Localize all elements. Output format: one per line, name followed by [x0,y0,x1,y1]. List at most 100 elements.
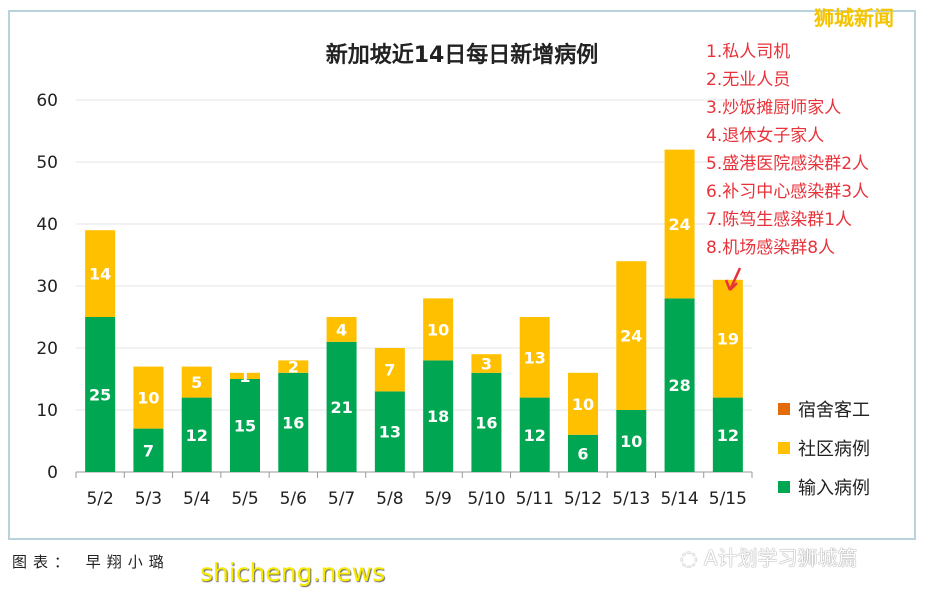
bar-segment [230,379,260,472]
bar-segment [423,298,454,361]
watermark-text: A计划学习狮城篇 [703,546,858,570]
bar-segment [374,391,405,472]
data-label: 7 [384,361,395,380]
data-label: 6 [577,444,588,463]
bar-segment [133,366,164,429]
data-label: 3 [481,355,492,374]
bar-segment [616,261,647,410]
data-label: 7 [143,441,154,460]
annotation-item: 7.陈笃生感染群1人 [706,210,853,230]
legend-label: 社区病例 [798,439,870,460]
bar-segment [326,317,357,342]
x-tick-label: 5/5 [231,489,258,509]
data-label: 4 [336,320,347,339]
data-label: 15 [234,417,256,436]
annotation-item: 3.炒饭摊厨师家人 [706,98,842,118]
data-label: 24 [620,327,642,346]
annotation-list: 1.私人司机 2.无业人员 3.炒饭摊厨师家人 4.退休女子家人 5.盛港医院感… [706,38,869,262]
data-label: 14 [89,265,111,284]
bar-segment [712,279,743,398]
watermark-bottom-left: shicheng.news [200,558,386,587]
y-tick-label: 10 [36,401,58,421]
data-label: 28 [668,376,690,395]
x-tick-label: 5/6 [280,489,307,509]
bar-segment [85,230,116,317]
chart-credit: 图表： 早翔小璐 [12,553,170,571]
bar-segment [616,410,647,472]
bar-segment [374,348,405,392]
x-tick-label: 5/3 [135,489,162,509]
bar-segment [471,354,502,373]
bar-segment [568,434,598,472]
bar-segment [664,298,695,472]
bar-segment [278,372,309,472]
bar-segment [278,360,309,373]
bar-segment [664,149,695,299]
watermark-bottom-right: ◌ A计划学习狮城篇 [680,545,858,571]
bar-segment [568,372,598,435]
bar-segment [181,397,212,472]
annotation-item: 6.补习中心感染群3人 [706,182,870,202]
data-label: 12 [717,426,739,445]
bar-segment [471,372,502,472]
legend-swatch [778,442,790,454]
legend-swatch [778,481,790,493]
arrow-icon [724,267,742,291]
x-tick-label: 5/11 [516,489,554,509]
y-tick-label: 20 [36,339,58,359]
bar-segment [519,397,550,472]
data-label: 10 [572,395,594,414]
x-tick-label: 5/2 [86,489,113,509]
data-label: 12 [186,426,208,445]
bar-segment [423,360,454,472]
y-tick-label: 60 [36,91,58,111]
data-label: 12 [524,426,546,445]
data-label: 13 [379,423,401,442]
watermark-top: 狮城新闻 [814,6,894,30]
data-label: 10 [137,389,159,408]
data-label: 24 [668,215,690,234]
data-label: 21 [330,398,352,417]
data-label: 16 [282,413,304,432]
bar-segment [712,397,743,472]
bar-segment [133,428,164,472]
y-tick-label: 30 [36,277,58,297]
annotation-item: 8.机场感染群8人 [706,238,836,258]
data-label: 18 [427,407,449,426]
x-tick-label: 5/4 [183,489,210,509]
data-label: 25 [89,386,111,405]
bar-segment [85,317,116,472]
data-label: 13 [524,348,546,367]
bar-segment [519,317,550,398]
annotation-item: 5.盛港医院感染群2人 [706,154,870,174]
data-label: 16 [475,413,497,432]
x-tick-label: 5/8 [376,489,403,509]
y-tick-label: 40 [36,215,58,235]
legend-label: 输入病例 [798,478,870,499]
x-tick-label: 5/7 [328,489,355,509]
bar-segment [326,341,357,472]
data-label: 1 [239,367,250,386]
data-label: 10 [620,432,642,451]
data-label: 19 [717,330,739,349]
x-tick-label: 5/9 [424,489,451,509]
x-tick-label: 5/12 [564,489,602,509]
bar-segment [181,366,212,398]
legend-label: 宿舍客工 [798,400,870,421]
data-label: 2 [288,358,299,377]
data-label: 5 [191,373,202,392]
x-tick-label: 5/15 [709,489,747,509]
chart-title: 新加坡近14日每日新增病例 [326,42,599,68]
data-label: 10 [427,320,449,339]
wechat-icon: ◌ [680,546,698,570]
bar-segment [230,372,260,379]
x-tick-label: 5/13 [612,489,650,509]
annotation-item: 2.无业人员 [706,70,791,90]
annotation-item: 1.私人司机 [706,42,791,62]
legend-swatch [778,403,790,415]
y-tick-label: 0 [47,463,58,483]
annotation-item: 4.退休女子家人 [706,126,825,146]
x-tick-label: 5/10 [467,489,505,509]
x-tick-label: 5/14 [660,489,698,509]
